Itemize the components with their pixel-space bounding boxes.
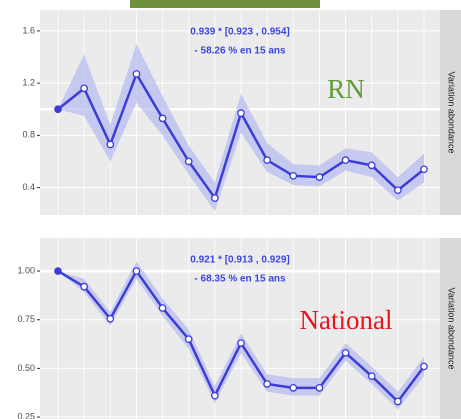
point [315,173,324,181]
point [341,348,350,357]
point [263,380,271,388]
point [237,109,245,118]
point [132,267,141,275]
point [367,161,376,170]
panel-label: RN [327,74,365,104]
point [54,105,62,114]
strip-label: Variation abondance [447,288,457,370]
point [263,156,271,165]
point [315,384,324,392]
point [211,194,219,202]
photo-strip [130,0,320,8]
annotation: 0.939 * [0.923 , 0.954] [190,27,290,38]
point [158,304,167,312]
panel-label: National [300,305,393,335]
point [289,384,298,392]
point [80,84,88,93]
point [420,362,428,371]
annotation: 0.921 * [0.913 , 0.929] [190,255,290,266]
point [420,165,428,174]
y-tick-label: 0.25 [17,411,35,419]
point [211,391,219,400]
point [367,372,376,381]
point [341,156,350,165]
point [132,70,141,78]
y-tick-label: 1.6 [22,25,35,35]
strip-label: Variation abondance [447,72,457,154]
y-tick-label: 0.4 [22,182,35,192]
strip-bg [440,10,461,215]
y-tick-label: 0.50 [17,363,35,373]
point [184,157,193,166]
y-tick-label: 0.75 [17,314,35,324]
point [184,335,193,344]
point [237,339,245,347]
point [394,186,402,195]
y-tick-label: 1.00 [17,265,35,275]
annotation: - 68.35 % en 15 ans [194,274,286,285]
point [106,140,115,149]
y-tick-label: 1.2 [22,77,35,87]
panel [40,238,440,419]
point [158,114,167,123]
y-tick-label: 0.8 [22,130,35,140]
point [54,267,62,275]
strip-bg [440,238,461,419]
point [289,171,298,180]
point [394,397,402,406]
point [80,282,88,291]
annotation: - 58.26 % en 15 ans [194,46,286,57]
point [106,314,115,323]
